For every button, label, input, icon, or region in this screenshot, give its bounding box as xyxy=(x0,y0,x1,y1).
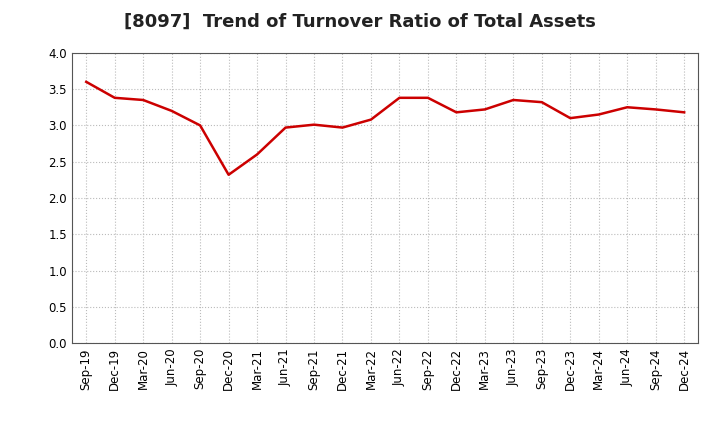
Text: [8097]  Trend of Turnover Ratio of Total Assets: [8097] Trend of Turnover Ratio of Total … xyxy=(124,13,596,31)
